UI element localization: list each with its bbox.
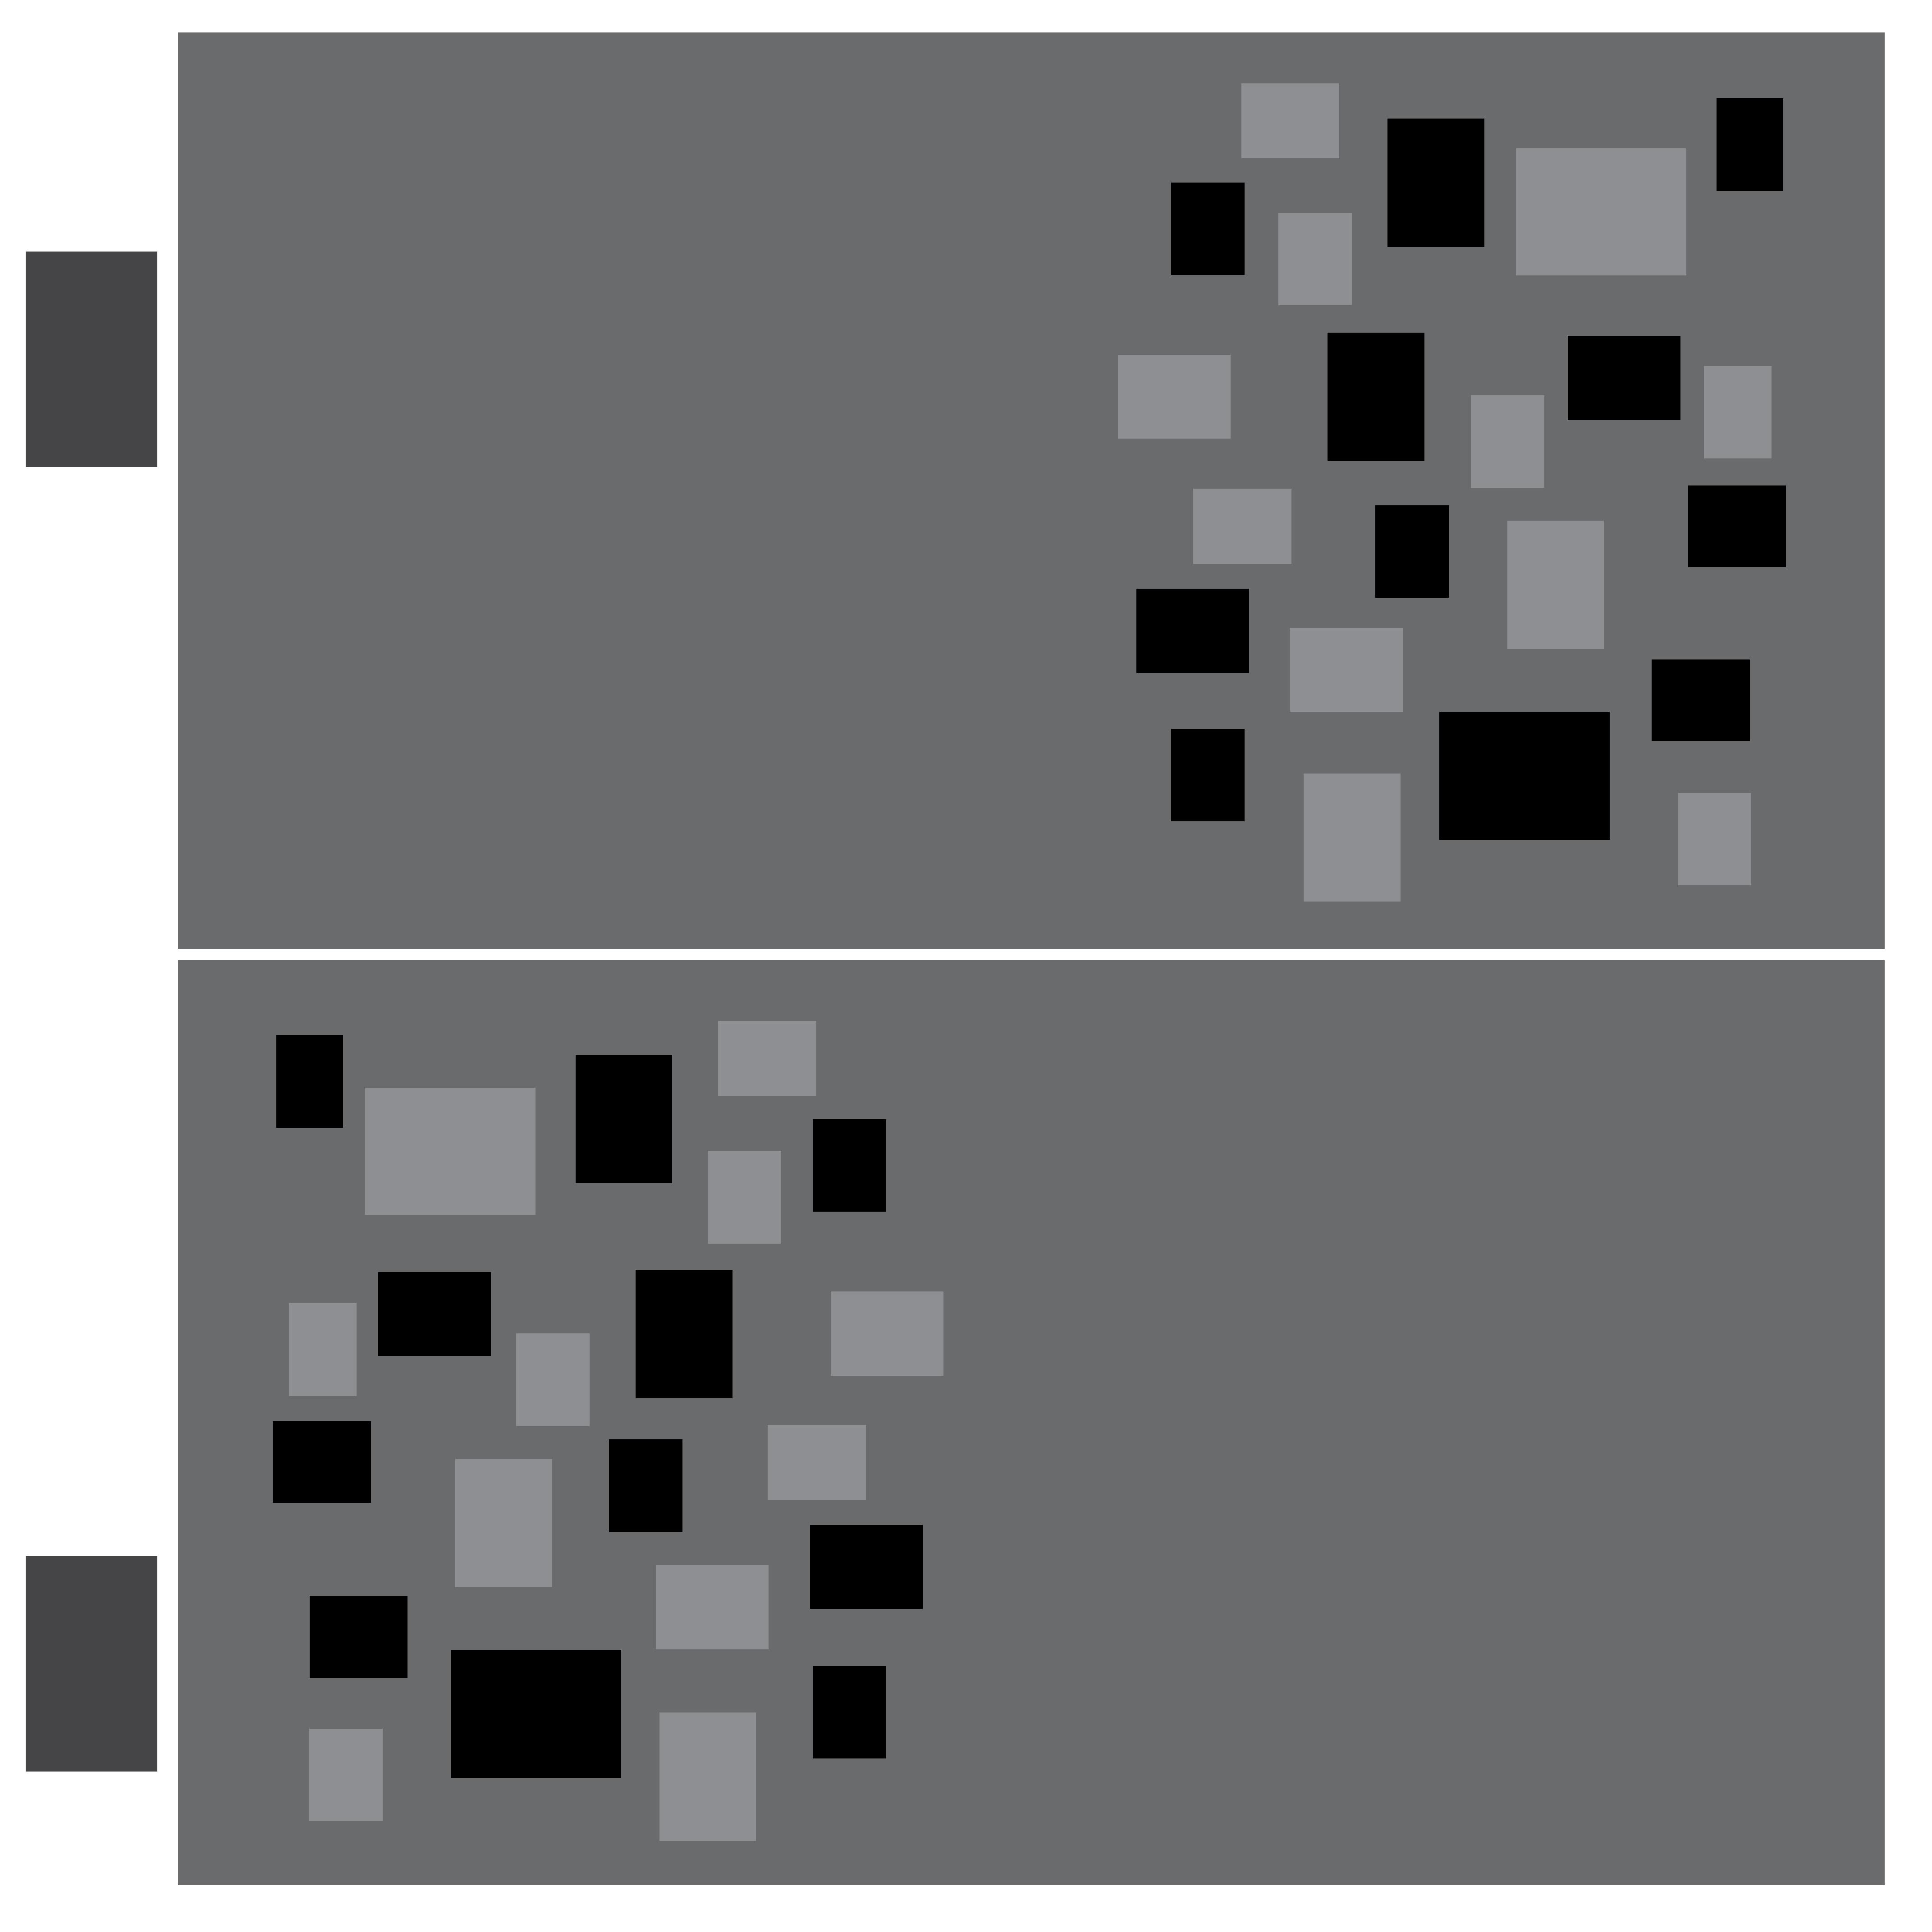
light-rectangle-3 [1278,213,1352,305]
dark-rectangle-5 [1568,336,1680,420]
light-rectangle-8 [1507,521,1604,649]
light-rectangle-10 [659,1712,756,1841]
light-rectangle-9 [1290,628,1403,712]
dark-rectangle-11 [813,1666,886,1758]
dark-rectangle-10 [1171,729,1245,821]
dark-rectangle-11 [1439,712,1610,840]
dark-rectangle-4 [378,1272,491,1356]
light-rectangle-6 [516,1333,590,1426]
dark-rectangle-8 [810,1525,923,1609]
light-rectangle-9 [656,1565,769,1649]
dark-rectangle-9 [1652,659,1750,741]
dark-rectangle-2 [576,1055,672,1183]
dark-rectangle-8 [1136,589,1249,673]
swatch-bottom [26,1556,157,1772]
light-rectangle-7 [1193,489,1291,564]
light-rectangle-8 [455,1459,552,1587]
dark-rectangle-6 [273,1421,371,1503]
dark-rectangle-3 [1717,98,1783,191]
light-rectangle-11 [309,1729,383,1821]
light-rectangle-11 [1678,793,1751,885]
light-rectangle-4 [1118,355,1231,439]
dark-rectangle-3 [813,1119,886,1212]
light-rectangle-1 [718,1021,816,1096]
light-rectangle-6 [1704,366,1772,458]
light-rectangle-5 [1471,395,1544,488]
light-rectangle-3 [708,1151,781,1244]
swatch-top [26,252,157,467]
light-rectangle-2 [1516,148,1686,275]
light-rectangle-2 [365,1088,536,1215]
dark-rectangle-4 [1328,333,1424,461]
dark-rectangle-7 [1688,485,1786,567]
dark-rectangle-1 [1171,183,1245,275]
dark-rectangle-10 [451,1650,621,1778]
top-panel [178,32,1885,949]
light-rectangle-4 [289,1303,357,1396]
dark-rectangle-2 [1387,119,1484,247]
dark-rectangle-5 [636,1270,733,1398]
light-rectangle-7 [768,1425,866,1500]
dark-rectangle-1 [276,1035,343,1128]
bottom-panel [178,960,1885,1885]
dark-rectangle-6 [1375,505,1449,598]
light-rectangle-5 [831,1291,943,1376]
light-rectangle-1 [1241,83,1339,158]
light-rectangle-10 [1304,774,1401,902]
dark-rectangle-9 [310,1596,407,1678]
dark-rectangle-7 [609,1439,682,1532]
